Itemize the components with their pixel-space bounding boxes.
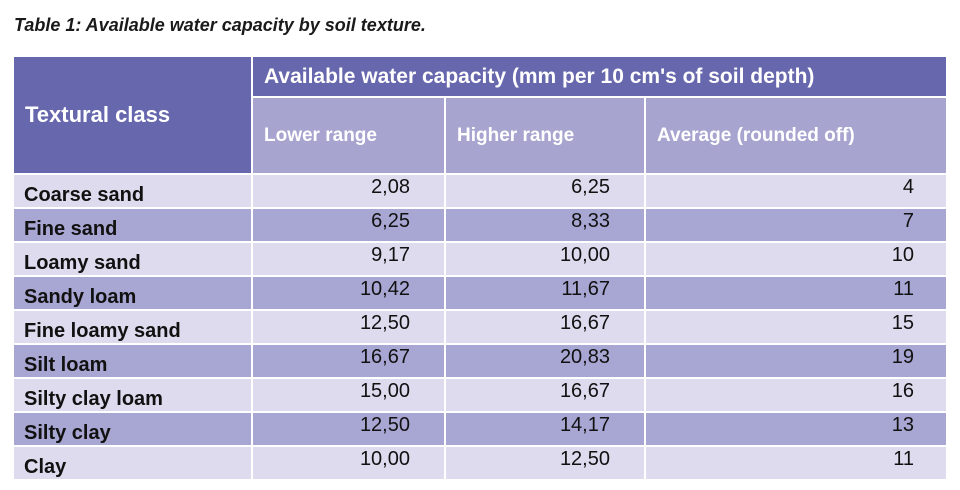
average-cell: 7 [646,209,946,241]
higher-range-cell: 11,67 [446,277,644,309]
soil-texture-cell: Coarse sand [14,175,251,207]
lower-range-cell: 6,25 [253,209,444,241]
soil-texture-cell: Clay [14,447,251,479]
lower-range-cell: 10,00 [253,447,444,479]
average-header: Average (rounded off) [646,98,946,173]
textural-class-header: Textural class [14,57,251,173]
available-water-capacity-header: Available water capacity (mm per 10 cm's… [253,57,946,96]
soil-texture-cell: Loamy sand [14,243,251,275]
higher-range-cell: 10,00 [446,243,644,275]
lower-range-cell: 10,42 [253,277,444,309]
higher-range-cell: 14,17 [446,413,644,445]
average-cell: 4 [646,175,946,207]
higher-range-cell: 6,25 [446,175,644,207]
average-cell: 10 [646,243,946,275]
average-cell: 19 [646,345,946,377]
lower-range-cell: 12,50 [253,413,444,445]
average-cell: 13 [646,413,946,445]
lower-range-cell: 2,08 [253,175,444,207]
soil-texture-cell: Silt loam [14,345,251,377]
table-caption: Table 1: Available water capacity by soi… [14,15,426,35]
average-cell: 11 [646,277,946,309]
average-cell: 11 [646,447,946,479]
lower-range-cell: 12,50 [253,311,444,343]
higher-range-cell: 12,50 [446,447,644,479]
water-capacity-table: Textural class Available water capacity … [14,57,946,479]
lower-range-cell: 16,67 [253,345,444,377]
higher-range-cell: 20,83 [446,345,644,377]
soil-texture-cell: Sandy loam [14,277,251,309]
lower-range-header: Lower range [253,98,444,173]
soil-texture-cell: Fine sand [14,209,251,241]
lower-range-cell: 15,00 [253,379,444,411]
soil-texture-cell: Silty clay [14,413,251,445]
average-cell: 16 [646,379,946,411]
soil-texture-cell: Silty clay loam [14,379,251,411]
higher-range-cell: 16,67 [446,311,644,343]
higher-range-cell: 8,33 [446,209,644,241]
higher-range-cell: 16,67 [446,379,644,411]
lower-range-cell: 9,17 [253,243,444,275]
higher-range-header: Higher range [446,98,644,173]
average-cell: 15 [646,311,946,343]
soil-texture-cell: Fine loamy sand [14,311,251,343]
